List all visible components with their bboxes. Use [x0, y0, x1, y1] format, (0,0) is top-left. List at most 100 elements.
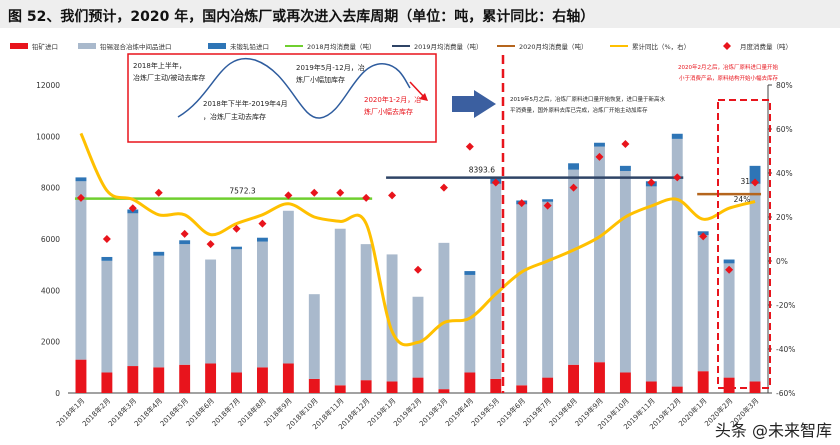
bar-ore — [542, 377, 554, 393]
consumption-point — [673, 173, 682, 182]
bar-intermediate — [101, 260, 113, 373]
bar-intermediate — [334, 228, 346, 386]
annotation-text: 平消费量，国外原料去库已完成，冶炼厂开始主动加库存 — [510, 106, 648, 114]
y2-tick-label: 80% — [776, 81, 793, 90]
legend-label-7: 月度消费量（吨） — [740, 42, 792, 51]
legend-label-3: 2018月均消费量（吨） — [307, 42, 376, 51]
consumption-point — [284, 191, 293, 200]
bar-intermediate — [723, 263, 735, 378]
dashed-box-2020 — [717, 99, 771, 389]
annotation-text: 2019年5月之后，冶炼厂原料进口量开始恢复，进口量于新高水 — [510, 95, 665, 103]
bar-ore — [257, 367, 268, 393]
bar-ore — [438, 389, 450, 393]
bar-ore — [568, 364, 579, 393]
bar-ore — [75, 359, 87, 393]
bar-ore — [101, 372, 113, 393]
consumption-point — [388, 191, 397, 200]
bar-unwrought — [723, 259, 735, 264]
bar-ore — [723, 377, 735, 393]
annotation-text: 2020年2月之后，冶炼厂原料进口量开始 — [678, 63, 778, 71]
bar-unwrought — [257, 237, 268, 242]
bar-unwrought — [101, 256, 113, 261]
bar-unwrought — [179, 240, 191, 245]
bar-ore — [127, 366, 139, 393]
bars — [75, 133, 761, 393]
consumption-point — [206, 240, 215, 249]
bar-ore — [308, 378, 320, 393]
legend-swatch-2 — [208, 43, 226, 49]
legend-label-2: 未锻轧铅进口 — [230, 42, 269, 51]
blue-arrow-icon — [452, 90, 496, 118]
bar-intermediate — [75, 181, 87, 360]
bar-intermediate — [412, 296, 424, 378]
annotation-text: 2020年1-2月，冶 — [364, 95, 421, 104]
red-arrow-head-icon — [419, 93, 428, 101]
bar-unwrought — [542, 199, 554, 202]
bar-unwrought — [75, 177, 87, 182]
bar-ore — [412, 377, 424, 393]
consumption-point — [154, 188, 163, 197]
legend: 铅矿进口 铅锡混合冶炼中间品进口 未锻轧铅进口 2018月均消费量（吨） 2019月均消… — [10, 42, 792, 51]
consumption-point — [362, 193, 371, 202]
bar-unwrought — [749, 165, 761, 184]
consumption-point — [310, 188, 319, 197]
legend-label-0: 铅矿进口 — [32, 42, 58, 51]
consumption-point — [647, 178, 656, 187]
bar-intermediate — [282, 210, 294, 364]
bar-ore — [516, 385, 528, 393]
legend-swatch-7 — [723, 42, 731, 50]
bar-intermediate — [438, 242, 450, 390]
y-tick-label: 2000 — [41, 338, 60, 347]
legend-label-4: 2019月均消费量（吨） — [414, 42, 483, 51]
bar-unwrought — [568, 163, 579, 170]
bar-intermediate — [490, 183, 502, 379]
x-axis-labels: 2018年1月2018年2月2018年3月2018年4月2018年5月2018年… — [54, 396, 760, 431]
consumption-point — [543, 201, 552, 210]
bar-ore — [205, 363, 217, 393]
avg-label: 7572.3 — [229, 187, 255, 196]
y2-tick-label: -20% — [776, 301, 795, 310]
y-tick-label: 4000 — [41, 286, 60, 295]
consumption-point — [491, 178, 500, 187]
legend-swatch-0 — [10, 43, 28, 49]
bar-intermediate — [697, 235, 709, 372]
consumption-point — [595, 152, 604, 161]
y2-tick-label: -60% — [776, 389, 795, 398]
consumption-point — [128, 204, 137, 213]
bar-intermediate — [542, 201, 554, 378]
legend-label-1: 铅锡混合冶炼中间品进口 — [100, 42, 172, 51]
legend-label-6: 累计同比（%，右） — [632, 42, 690, 51]
bar-intermediate — [386, 254, 398, 382]
y2-tick-label: 40% — [776, 169, 793, 178]
consumption-point — [725, 265, 734, 274]
bar-intermediate — [645, 186, 657, 382]
annotation-text: 炼厂小幅加库存 — [296, 75, 345, 84]
annotations: 2018年上半年， 冶炼厂主动/被动去库存 2018年下半年-2019年4月 ，冶炼厂… — [127, 53, 778, 393]
consumption-point — [336, 188, 345, 197]
bar-intermediate — [360, 244, 372, 381]
y2-tick-label: 0% — [776, 257, 788, 266]
yoy-line-path — [79, 132, 756, 347]
legend-label-5: 2020月均消费量（吨） — [519, 42, 588, 51]
bar-intermediate — [671, 138, 683, 387]
bar-intermediate — [308, 294, 320, 379]
y2-tick-label: -40% — [776, 345, 795, 354]
annotation-text: 2018年上半年， — [133, 61, 186, 70]
consumption-point — [414, 265, 422, 274]
bar-unwrought — [619, 165, 631, 171]
annotation-text: 炼厂小幅去库存 — [364, 107, 413, 116]
consumption-point — [465, 142, 474, 151]
y2-tick-label: 20% — [776, 213, 793, 222]
bar-ore — [386, 381, 398, 393]
bar-intermediate — [205, 259, 217, 364]
bar-ore — [153, 367, 165, 393]
consumption-point — [517, 199, 526, 208]
bar-ore — [231, 372, 242, 393]
bar-intermediate — [257, 241, 268, 368]
figure-title-bar: 图 52、我们预计，2020 年，国内冶炼厂或再次进入去库周期（单位：吨，累计同… — [0, 0, 840, 28]
consumption-point — [439, 183, 448, 192]
consumption-point — [180, 229, 189, 238]
consumption-point — [569, 183, 578, 192]
y-tick-label: 12000 — [36, 81, 60, 90]
